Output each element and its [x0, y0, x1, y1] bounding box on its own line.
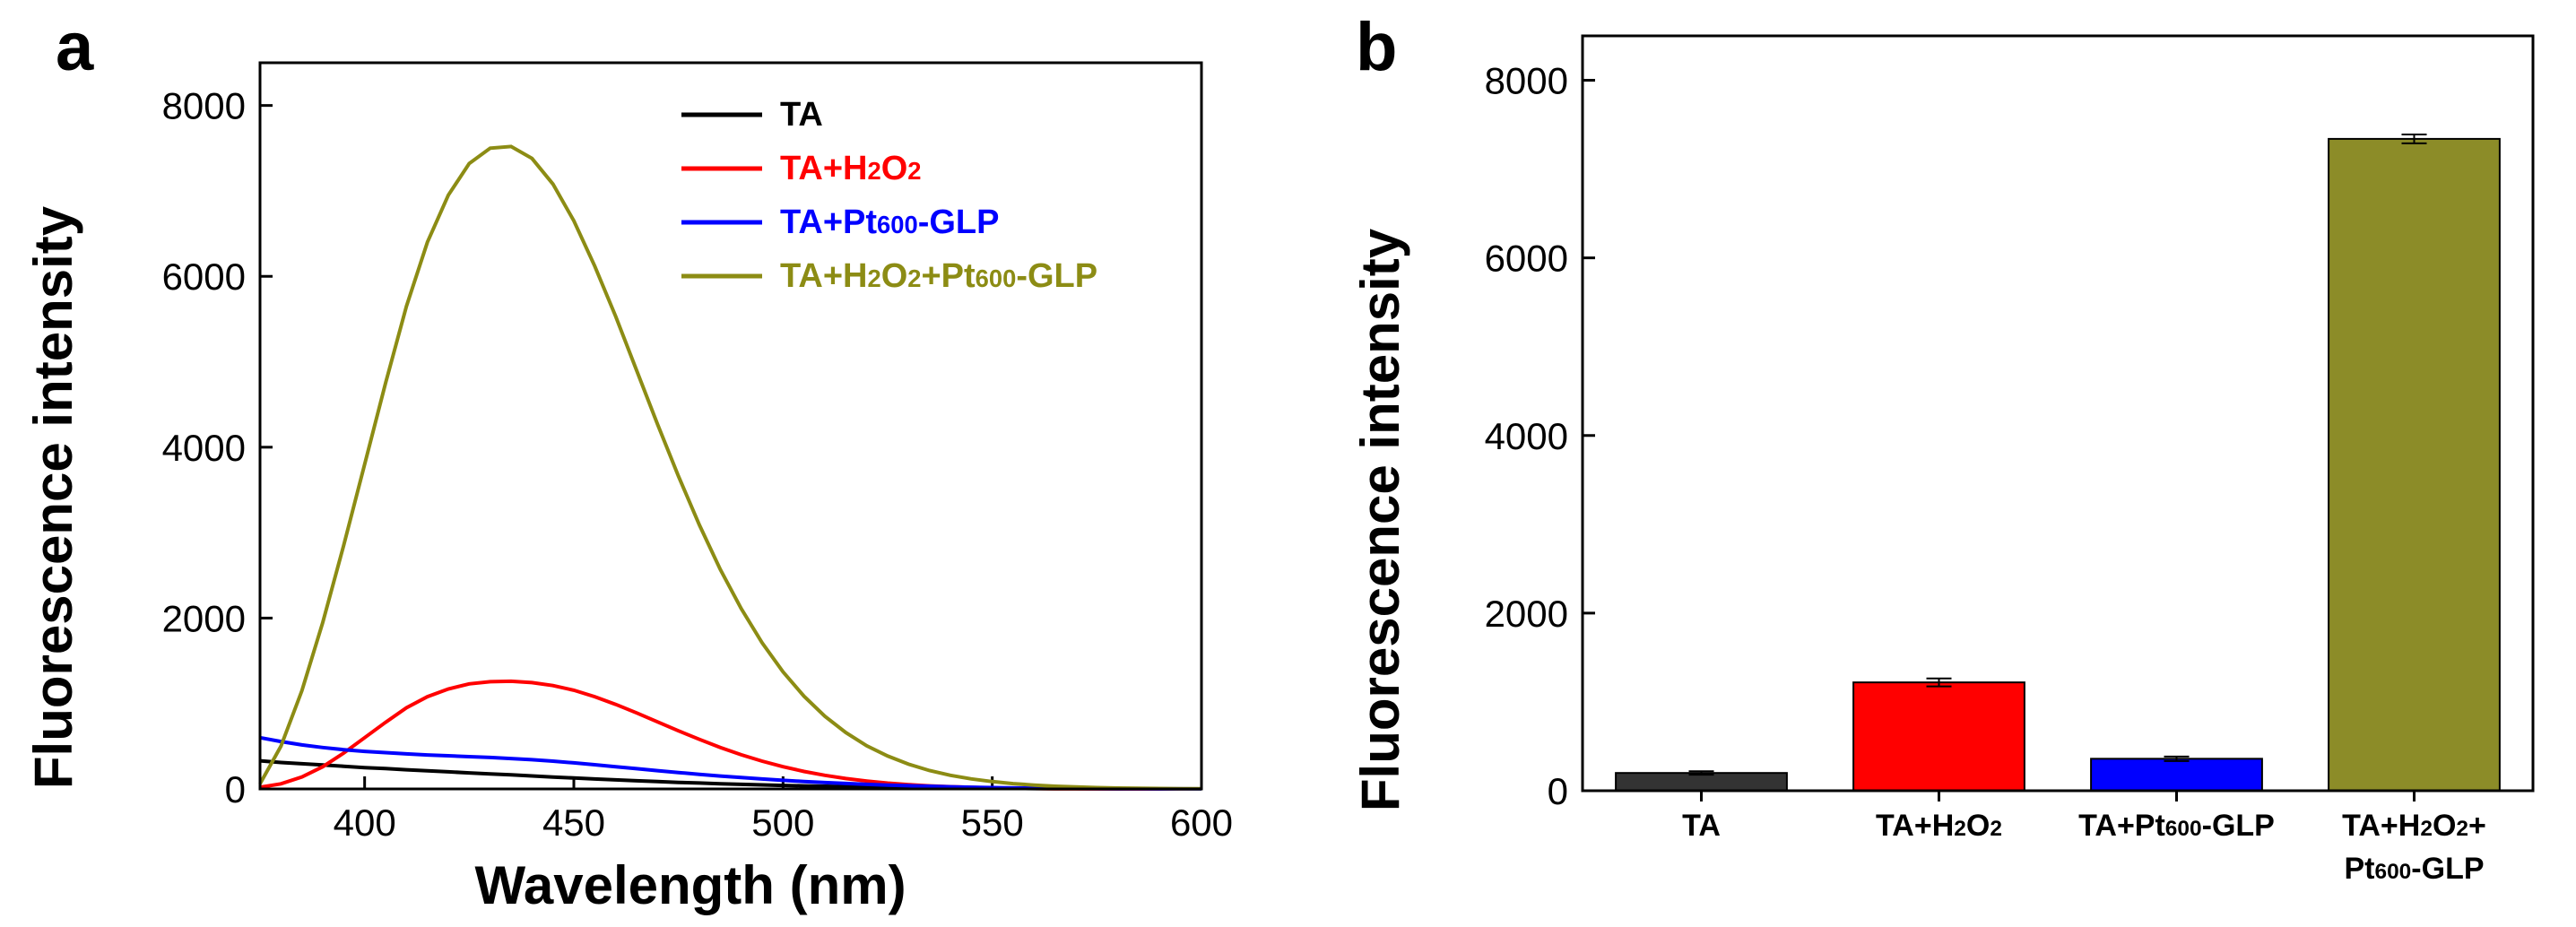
- panel-a-x-tick-label: 500: [751, 801, 814, 844]
- panel-b-plot-frame: [1581, 34, 2535, 793]
- legend-label-2: TA+H2O2: [780, 150, 921, 187]
- panel-a-x-axis-title: Wavelength (nm): [474, 855, 906, 915]
- bar-4: [2328, 137, 2501, 792]
- panel-a-plot-frame: [258, 61, 1203, 791]
- panel-b-y-tick-label: 6000: [1485, 238, 1568, 280]
- error-bar-1: [1688, 770, 1714, 776]
- error-bar-3: [2164, 755, 2190, 762]
- category-label-4: TA+H2O2+: [2342, 809, 2486, 843]
- category-label-2: TA+H2O2: [1876, 809, 2002, 843]
- panel-a-legend: TA TA+H2O2 TA+Pt600-GLP TA+H2O2+Pt600-GLP: [681, 96, 1097, 295]
- error-bar-2: [1926, 677, 1952, 688]
- panel-a-x-tick-label: 550: [961, 801, 1024, 844]
- panel-a-y-tick-label: 8000: [162, 85, 246, 127]
- panel-b-ticks: 0 2000 4000 6000 8000: [1485, 60, 1595, 812]
- panel-a-y-tick-label: 2000: [162, 597, 246, 639]
- panel-a-y-axis-title: Fluorescence intensity: [23, 205, 83, 789]
- panel-b-label: b: [1356, 9, 1397, 85]
- bar-3: [2090, 758, 2263, 792]
- legend-label-3: TA+Pt600-GLP: [780, 204, 999, 241]
- category-label-3: TA+Pt600-GLP: [2078, 809, 2275, 843]
- panel-a-x-tick-label: 400: [334, 801, 396, 844]
- category-label-4: Pt600-GLP: [2344, 852, 2484, 886]
- panel-a-line-chart: a Fluorescence intensity Wavelength (nm)…: [23, 9, 1233, 915]
- panel-a-y-tick-label: 6000: [162, 256, 246, 298]
- bar-2: [1852, 681, 2025, 793]
- panel-b-y-tick-label: 2000: [1485, 593, 1568, 635]
- series-line-2: [259, 679, 1201, 791]
- series-line-3: [259, 735, 1202, 791]
- panel-b-bars: [1615, 133, 2501, 801]
- error-bar-4: [2401, 133, 2427, 144]
- panel-b-y-axis-title: Fluorescence intensity: [1350, 228, 1410, 811]
- series-line-4: [258, 144, 1202, 791]
- panel-a-label: a: [56, 9, 94, 85]
- panel-b-category-labels: TA TA+H2O2 TA+Pt600-GLP TA+H2O2+ Pt600-GLP: [1682, 809, 2486, 886]
- panel-a-y-tick-label: 4000: [162, 427, 246, 469]
- panel-b-y-tick-label: 4000: [1485, 415, 1568, 457]
- legend-label-1: TA: [780, 96, 823, 134]
- category-label-1: TA: [1682, 809, 1721, 843]
- panel-b-y-tick-label: 8000: [1485, 60, 1568, 102]
- panel-a-x-tick-label: 450: [542, 801, 605, 844]
- panel-a-x-tick-label: 600: [1170, 801, 1233, 844]
- legend-label-4: TA+H2O2+Pt600-GLP: [780, 257, 1097, 295]
- panel-a-series-lines: [258, 144, 1202, 791]
- panel-b-bar-chart: b Fluorescence intensity 0 2000 4000 6000 80…: [1350, 9, 2535, 886]
- panel-b-y-tick-label: 0: [1548, 770, 1568, 812]
- panel-a-y-tick-label: 0: [225, 768, 246, 810]
